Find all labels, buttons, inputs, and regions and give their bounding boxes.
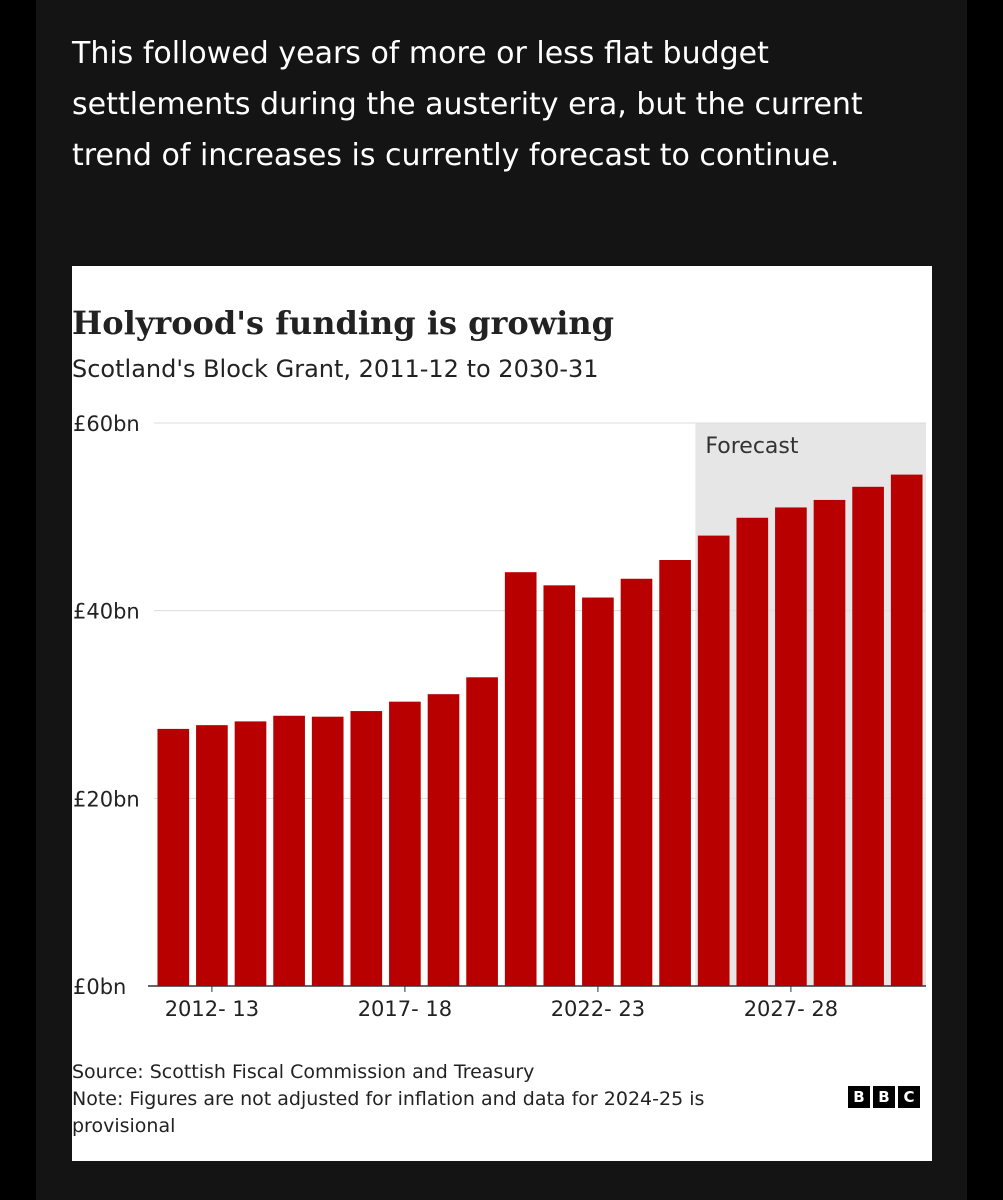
y-tick-label: £40bn [73, 600, 140, 624]
y-tick-label: £20bn [73, 787, 140, 811]
bar-2026-27 [736, 517, 769, 986]
source-text: Source: Scottish Fiscal Commission and T… [72, 1061, 535, 1083]
bar-2024-25 [659, 559, 691, 986]
bars [157, 474, 923, 986]
intro-paragraph: This followed years of more or less flat… [72, 36, 863, 173]
bar-2012-13 [196, 725, 228, 986]
y-tick-label: £0bn [73, 975, 126, 999]
bar-2020-21 [504, 572, 537, 986]
forecast-shade [695, 423, 926, 986]
axes: 2012- 13 2017- 18 2022- 23 2027- 28 [148, 985, 926, 1021]
bar-2029-30 [852, 486, 884, 986]
bar-2023-24 [620, 578, 653, 986]
forecast-label: Forecast [705, 434, 798, 459]
forecast-region: Forecast [695, 423, 926, 986]
x-tick-label: 2012- 13 [165, 997, 259, 1021]
bar-2030-31 [890, 474, 923, 986]
x-tick-label: 2027- 28 [744, 997, 838, 1021]
chart-footer: Source: Scottish Fiscal Commission and T… [72, 1059, 812, 1140]
logo-letter: C [898, 1086, 920, 1108]
bar-2018-19 [427, 694, 460, 986]
bar-2027-28 [775, 507, 807, 986]
bar-2013-14 [234, 721, 267, 986]
bar-2014-15 [273, 715, 305, 986]
x-tick-label: 2017- 18 [358, 997, 452, 1021]
x-tick-label: 2022- 23 [551, 997, 645, 1021]
bar-2028-29 [813, 499, 846, 986]
bbc-logo: B B C [848, 1086, 920, 1108]
chart-title: Holyrood's funding is growing [72, 304, 615, 342]
bar-2019-20 [466, 677, 498, 986]
bar-2016-17 [350, 711, 383, 986]
logo-letter: B [873, 1086, 895, 1108]
chart-subtitle: Scotland's Block Grant, 2011-12 to 2030-… [72, 355, 599, 383]
logo-letter: B [848, 1086, 870, 1108]
bar-2011-12 [157, 728, 190, 986]
bar-2015-16 [311, 716, 344, 986]
bar-2021-22 [543, 585, 576, 986]
bar-2025-26 [697, 535, 730, 986]
bar-2017-18 [389, 701, 421, 986]
bar-2022-23 [582, 597, 614, 986]
note-text: Note: Figures are not adjusted for infla… [72, 1088, 705, 1137]
y-tick-label: £60bn [73, 412, 140, 436]
